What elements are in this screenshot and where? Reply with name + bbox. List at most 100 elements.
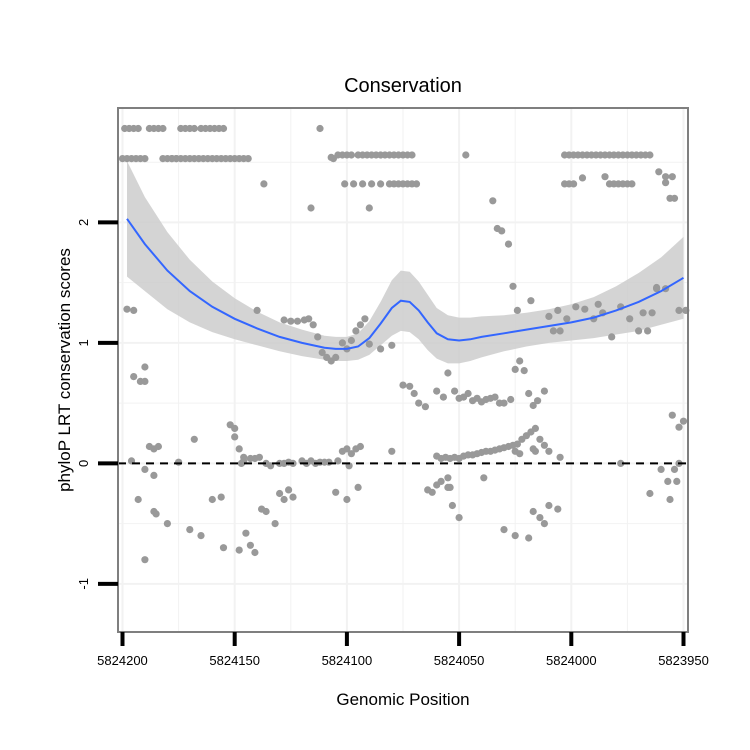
data-point	[123, 305, 131, 313]
data-point	[219, 544, 228, 552]
data-point	[354, 483, 362, 491]
data-point	[444, 483, 452, 491]
data-point	[280, 495, 288, 504]
data-point	[480, 474, 488, 482]
data-point	[439, 393, 447, 401]
data-point	[365, 204, 373, 212]
data-point	[134, 495, 142, 504]
data-point	[141, 363, 149, 371]
data-point	[531, 424, 540, 432]
data-point	[208, 495, 216, 504]
data-point	[504, 240, 513, 248]
data-point	[253, 306, 261, 314]
data-point	[309, 321, 317, 329]
data-point	[437, 477, 445, 485]
data-point	[540, 387, 549, 395]
data-point	[415, 399, 423, 407]
data-point	[540, 520, 549, 528]
data-point	[154, 442, 162, 451]
data-point	[141, 465, 149, 473]
data-point	[314, 333, 322, 341]
data-point	[462, 151, 470, 159]
data-point	[134, 124, 142, 133]
data-point	[251, 548, 259, 557]
confidence-ribbon	[127, 161, 684, 364]
chart-title: Conservation	[344, 75, 462, 97]
data-point	[352, 327, 360, 335]
data-point	[347, 450, 355, 458]
data-point	[545, 447, 553, 455]
data-point	[491, 393, 499, 401]
data-point	[601, 173, 609, 181]
data-point	[246, 454, 254, 463]
data-point	[231, 433, 239, 441]
data-point	[350, 180, 358, 188]
data-point	[534, 397, 542, 405]
data-point	[276, 489, 284, 498]
data-point	[271, 520, 279, 528]
data-point	[186, 526, 194, 534]
data-point	[545, 501, 553, 510]
data-point	[388, 447, 396, 455]
plot-frame	[117, 107, 689, 633]
data-point	[628, 180, 636, 188]
data-point	[608, 333, 616, 341]
data-point	[428, 488, 436, 496]
data-point	[617, 459, 625, 467]
data-point	[646, 489, 654, 498]
data-point	[653, 285, 661, 293]
data-point	[190, 124, 198, 133]
data-point	[341, 180, 349, 188]
data-point	[500, 526, 508, 534]
data-point	[163, 520, 171, 528]
data-point	[549, 327, 558, 335]
data-point	[356, 321, 364, 329]
data-point	[670, 194, 679, 202]
x-tick-label: 5824050	[434, 653, 485, 668]
data-point	[556, 327, 564, 335]
y-axis: -1 0 1 2	[76, 219, 118, 590]
data-point	[325, 458, 333, 466]
data-point	[444, 474, 452, 482]
data-point	[646, 151, 654, 159]
data-point	[498, 227, 506, 235]
data-point	[130, 306, 138, 314]
data-point	[219, 124, 228, 133]
data-point	[507, 395, 515, 404]
data-point	[511, 532, 519, 540]
data-point	[152, 510, 160, 518]
data-point	[338, 339, 346, 347]
data-point	[556, 453, 564, 461]
data-point	[150, 471, 158, 479]
data-point	[520, 367, 528, 375]
data-point	[175, 458, 183, 466]
data-point	[410, 389, 418, 398]
data-point	[554, 505, 562, 513]
data-point	[529, 507, 537, 516]
plot-panel	[117, 107, 690, 633]
data-point	[334, 457, 342, 465]
data-point	[540, 441, 549, 449]
x-axis: 5824200 5824150 5824100 5824050 5824000 58239…	[97, 632, 709, 668]
data-point	[529, 401, 537, 410]
data-point	[525, 389, 533, 398]
data-point	[377, 180, 385, 188]
data-point	[644, 327, 652, 335]
data-point	[406, 382, 414, 390]
data-point	[626, 315, 634, 323]
data-point	[668, 411, 676, 419]
data-point	[316, 124, 324, 133]
data-point	[235, 546, 243, 554]
data-point	[141, 155, 149, 163]
data-point	[347, 151, 355, 159]
data-point	[464, 389, 472, 398]
data-point	[444, 369, 452, 377]
x-axis-label: Genomic Position	[336, 690, 469, 709]
data-point	[581, 305, 589, 313]
data-point	[536, 514, 544, 522]
smooth-line-layer	[126, 218, 685, 350]
y-axis-label: phyloP LRT conservation scores	[55, 248, 74, 492]
data-point	[412, 180, 421, 188]
data-point	[662, 179, 670, 187]
